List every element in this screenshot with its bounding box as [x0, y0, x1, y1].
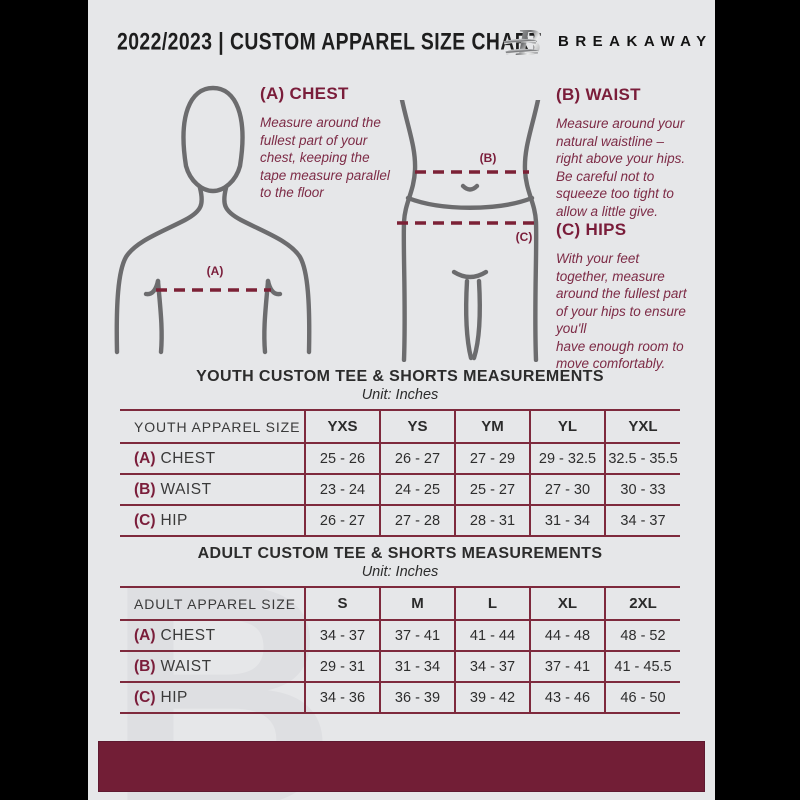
row-label-text: WAIST	[160, 657, 212, 675]
youth-size-label: YOUTH APPAREL SIZE	[120, 409, 305, 443]
measurement-cell: 31 - 34	[379, 650, 455, 682]
chart-page: B 2022/2023 | CUSTOM APPAREL SIZE CHART …	[88, 0, 715, 800]
waist-marker-label: (B)	[480, 151, 497, 165]
measurement-cell: 34 - 37	[304, 619, 380, 651]
measurement-cell: 37 - 41	[529, 650, 605, 682]
row-label-text: HIP	[160, 511, 188, 529]
waist-hips-diagram: (B) (C)	[397, 100, 541, 362]
chest-body-text: Measure around the fullest part of your …	[260, 115, 390, 200]
measurement-cell: 27 - 28	[379, 504, 455, 537]
row-label: (B) WAIST	[120, 650, 305, 682]
adult-header-row: ADULT APPAREL SIZE S M L XL 2XL	[120, 586, 680, 620]
adult-size-table: ADULT APPAREL SIZE S M L XL 2XL (A) CHEST…	[120, 586, 680, 714]
measurement-cell: 24 - 25	[379, 473, 455, 505]
brand-name: BREAKAWAY	[558, 33, 713, 50]
youth-size-table: YOUTH APPAREL SIZE YXS YS YM YL YXL (A) C…	[120, 409, 680, 537]
measurement-cell: 25 - 26	[304, 442, 380, 474]
row-label-text: WAIST	[160, 480, 212, 498]
size-yxs: YXS	[304, 409, 380, 443]
measurement-cell: 27 - 30	[529, 473, 605, 505]
hip-marker-label: (C)	[516, 230, 533, 244]
size-yxl: YXL	[604, 409, 680, 443]
youth-table-unit: Unit: Inches	[361, 387, 439, 403]
youth-hip-row: (C) HIP 26 - 27 27 - 28 28 - 31 31 - 34 3…	[120, 504, 680, 537]
measurement-cell: 36 - 39	[379, 681, 455, 714]
footer-bar	[98, 741, 705, 792]
measurement-cell: 48 - 52	[604, 619, 680, 651]
measurement-cell: 34 - 37	[454, 650, 530, 682]
row-label: (B) WAIST	[120, 473, 305, 505]
page-title: 2022/2023 | CUSTOM APPAREL SIZE CHART	[117, 28, 542, 55]
logo-letter: B	[515, 22, 541, 64]
row-label: (C) HIP	[120, 681, 305, 714]
hips-heading: (C) HIPS	[556, 220, 627, 239]
size-xl: XL	[529, 586, 605, 620]
chest-heading: (A) CHEST	[260, 84, 349, 103]
size-ys: YS	[379, 409, 455, 443]
adult-chest-row: (A) CHEST 34 - 37 37 - 41 41 - 44 44 - 48…	[120, 619, 680, 651]
measurement-cell: 44 - 48	[529, 619, 605, 651]
right-black-bar	[715, 0, 800, 800]
adult-hip-row: (C) HIP 34 - 36 36 - 39 39 - 42 43 - 46 4…	[120, 681, 680, 714]
measurement-cell: 43 - 46	[529, 681, 605, 714]
measurement-cell: 26 - 27	[304, 504, 380, 537]
size-m: M	[379, 586, 455, 620]
adult-size-label: ADULT APPAREL SIZE	[120, 586, 305, 620]
row-label: (C) HIP	[120, 504, 305, 537]
row-label-text: HIP	[160, 688, 188, 706]
measurement-cell: 39 - 42	[454, 681, 530, 714]
measurement-cell: 34 - 36	[304, 681, 380, 714]
hips-instructions: (C) HIPS With your feet together, measur…	[556, 220, 715, 373]
measurement-cell: 37 - 41	[379, 619, 455, 651]
size-s: S	[304, 586, 380, 620]
measurement-cell: 28 - 31	[454, 504, 530, 537]
youth-chest-row: (A) CHEST 25 - 26 26 - 27 27 - 29 29 - 32…	[120, 442, 680, 474]
measurement-cell: 25 - 27	[454, 473, 530, 505]
measurement-cell: 29 - 31	[304, 650, 380, 682]
measurement-cell: 31 - 34	[529, 504, 605, 537]
chest-marker-label: (A)	[207, 264, 224, 278]
size-2xl: 2XL	[604, 586, 680, 620]
row-label: (A) CHEST	[120, 442, 305, 474]
measurement-cell: 29 - 32.5	[529, 442, 605, 474]
row-label: (A) CHEST	[120, 619, 305, 651]
row-prefix: (A)	[134, 449, 156, 467]
hips-body-text: With your feet together, measure around …	[556, 251, 687, 371]
measurement-cell: 41 - 44	[454, 619, 530, 651]
adult-table-title: ADULT CUSTOM TEE & SHORTS MEASUREMENTS	[197, 545, 603, 562]
row-label-text: CHEST	[160, 626, 216, 644]
measurement-cell: 23 - 24	[304, 473, 380, 505]
row-prefix: (C)	[134, 688, 156, 706]
chest-instructions: (A) CHEST Measure around the fullest par…	[260, 84, 420, 202]
size-yl: YL	[529, 409, 605, 443]
row-prefix: (C)	[134, 511, 156, 529]
torso-diagram: (A)	[114, 85, 312, 355]
measurement-cell: 30 - 33	[604, 473, 680, 505]
row-prefix: (A)	[134, 626, 156, 644]
adult-waist-row: (B) WAIST 29 - 31 31 - 34 34 - 37 37 - 41…	[120, 650, 680, 682]
breakaway-logo-icon: B	[503, 22, 541, 64]
adult-table-unit: Unit: Inches	[361, 564, 439, 580]
measurement-cell: 41 - 45.5	[604, 650, 680, 682]
measurement-cell: 46 - 50	[604, 681, 680, 714]
measurement-cell: 32.5 - 35.5	[604, 442, 680, 474]
measurement-cell: 34 - 37	[604, 504, 680, 537]
youth-waist-row: (B) WAIST 23 - 24 24 - 25 25 - 27 27 - 30…	[120, 473, 680, 505]
waist-instructions: (B) WAIST Measure around your natural wa…	[556, 85, 715, 220]
row-prefix: (B)	[134, 480, 156, 498]
row-prefix: (B)	[134, 657, 156, 675]
waist-body-text: Measure around your natural waistline – …	[556, 116, 686, 219]
measurement-cell: 26 - 27	[379, 442, 455, 474]
row-label-text: CHEST	[160, 449, 216, 467]
measurement-cell: 27 - 29	[454, 442, 530, 474]
size-ym: YM	[454, 409, 530, 443]
youth-header-row: YOUTH APPAREL SIZE YXS YS YM YL YXL	[120, 409, 680, 443]
size-l: L	[454, 586, 530, 620]
waist-heading: (B) WAIST	[556, 85, 641, 104]
left-black-bar	[0, 0, 88, 800]
youth-table-title: YOUTH CUSTOM TEE & SHORTS MEASUREMENTS	[196, 368, 604, 385]
